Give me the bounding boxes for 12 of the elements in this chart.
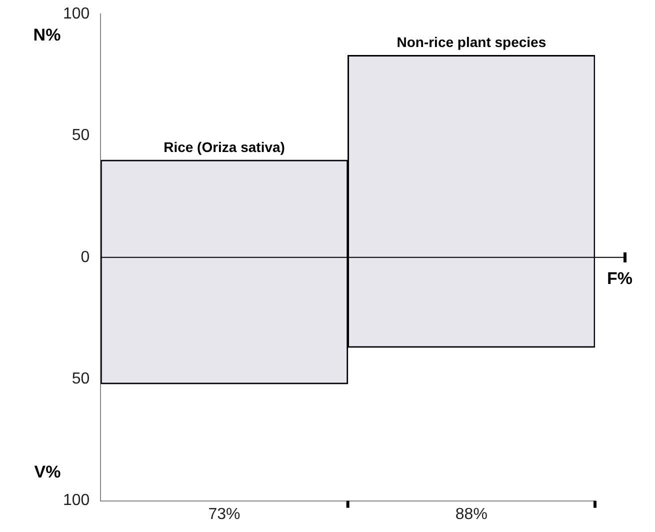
x-axis-title: F% bbox=[607, 269, 632, 288]
y-tick-label: 50 bbox=[72, 370, 90, 388]
x-tick-label: 88% bbox=[455, 506, 488, 523]
y-tick-label: 100 bbox=[62, 5, 90, 22]
annotation: Rice (Oriza sativa) bbox=[164, 138, 285, 155]
y-tick-label: 50 bbox=[72, 127, 90, 144]
annotation: Non-rice plant species bbox=[396, 34, 546, 50]
y-tick-label: 100 bbox=[62, 492, 90, 510]
text: V% bbox=[34, 462, 61, 482]
y-tick-label: 0 bbox=[80, 248, 90, 266]
x-tick-label: 73% bbox=[208, 506, 240, 523]
y-axis-title: N% bbox=[33, 26, 61, 45]
